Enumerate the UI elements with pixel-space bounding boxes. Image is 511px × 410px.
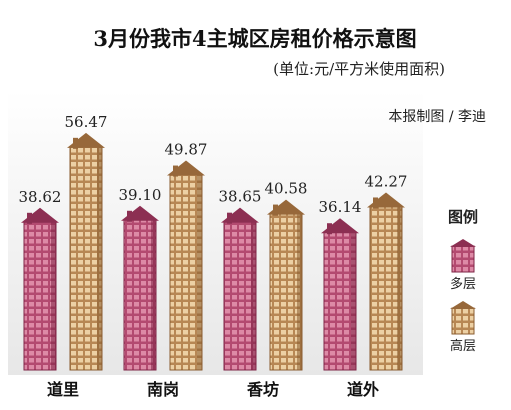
bar-道里-多层 bbox=[21, 207, 59, 371]
legend-label-高层: 高层 bbox=[450, 338, 476, 354]
bar-南岗-多层 bbox=[121, 205, 159, 371]
value-label-道外-高层: 42.27 bbox=[365, 172, 408, 190]
legend-label-多层: 多层 bbox=[450, 276, 476, 292]
legend-item-多层: 多层 bbox=[450, 239, 476, 292]
category-label-道外: 道外 bbox=[347, 380, 379, 399]
bar-道里-高层 bbox=[67, 132, 105, 371]
bars-group bbox=[21, 132, 405, 371]
legend-title: 图例 bbox=[448, 208, 478, 226]
value-label-道里-多层: 38.62 bbox=[19, 188, 62, 206]
chart-credit: 本报制图 / 李迪 bbox=[388, 109, 486, 125]
value-label-道外-多层: 36.14 bbox=[319, 198, 362, 216]
bar-香坊-多层 bbox=[221, 207, 259, 371]
bar-道外-高层 bbox=[367, 192, 405, 371]
legend-swatch-高层 bbox=[451, 307, 475, 335]
value-label-香坊-多层: 38.65 bbox=[219, 188, 262, 206]
chart-title: 3月份我市4主城区房租价格示意图 bbox=[93, 26, 416, 51]
chart-subtitle: (单位:元/平方米使用面积) bbox=[273, 60, 445, 78]
value-label-道里-高层: 56.47 bbox=[65, 113, 108, 131]
legend-swatch-多层 bbox=[451, 245, 475, 273]
value-label-南岗-多层: 39.10 bbox=[119, 186, 162, 204]
category-label-道里: 道里 bbox=[47, 380, 79, 399]
value-label-南岗-高层: 49.87 bbox=[165, 141, 208, 159]
bar-香坊-高层 bbox=[267, 199, 305, 371]
legend-item-高层: 高层 bbox=[450, 301, 476, 354]
bar-南岗-高层 bbox=[167, 160, 205, 371]
category-label-香坊: 香坊 bbox=[246, 380, 279, 399]
category-labels-group: 道里 南岗 香坊 道外 bbox=[47, 380, 379, 399]
value-label-香坊-高层: 40.58 bbox=[265, 180, 308, 198]
bar-道外-多层 bbox=[321, 218, 359, 371]
category-label-南岗: 南岗 bbox=[147, 380, 179, 399]
